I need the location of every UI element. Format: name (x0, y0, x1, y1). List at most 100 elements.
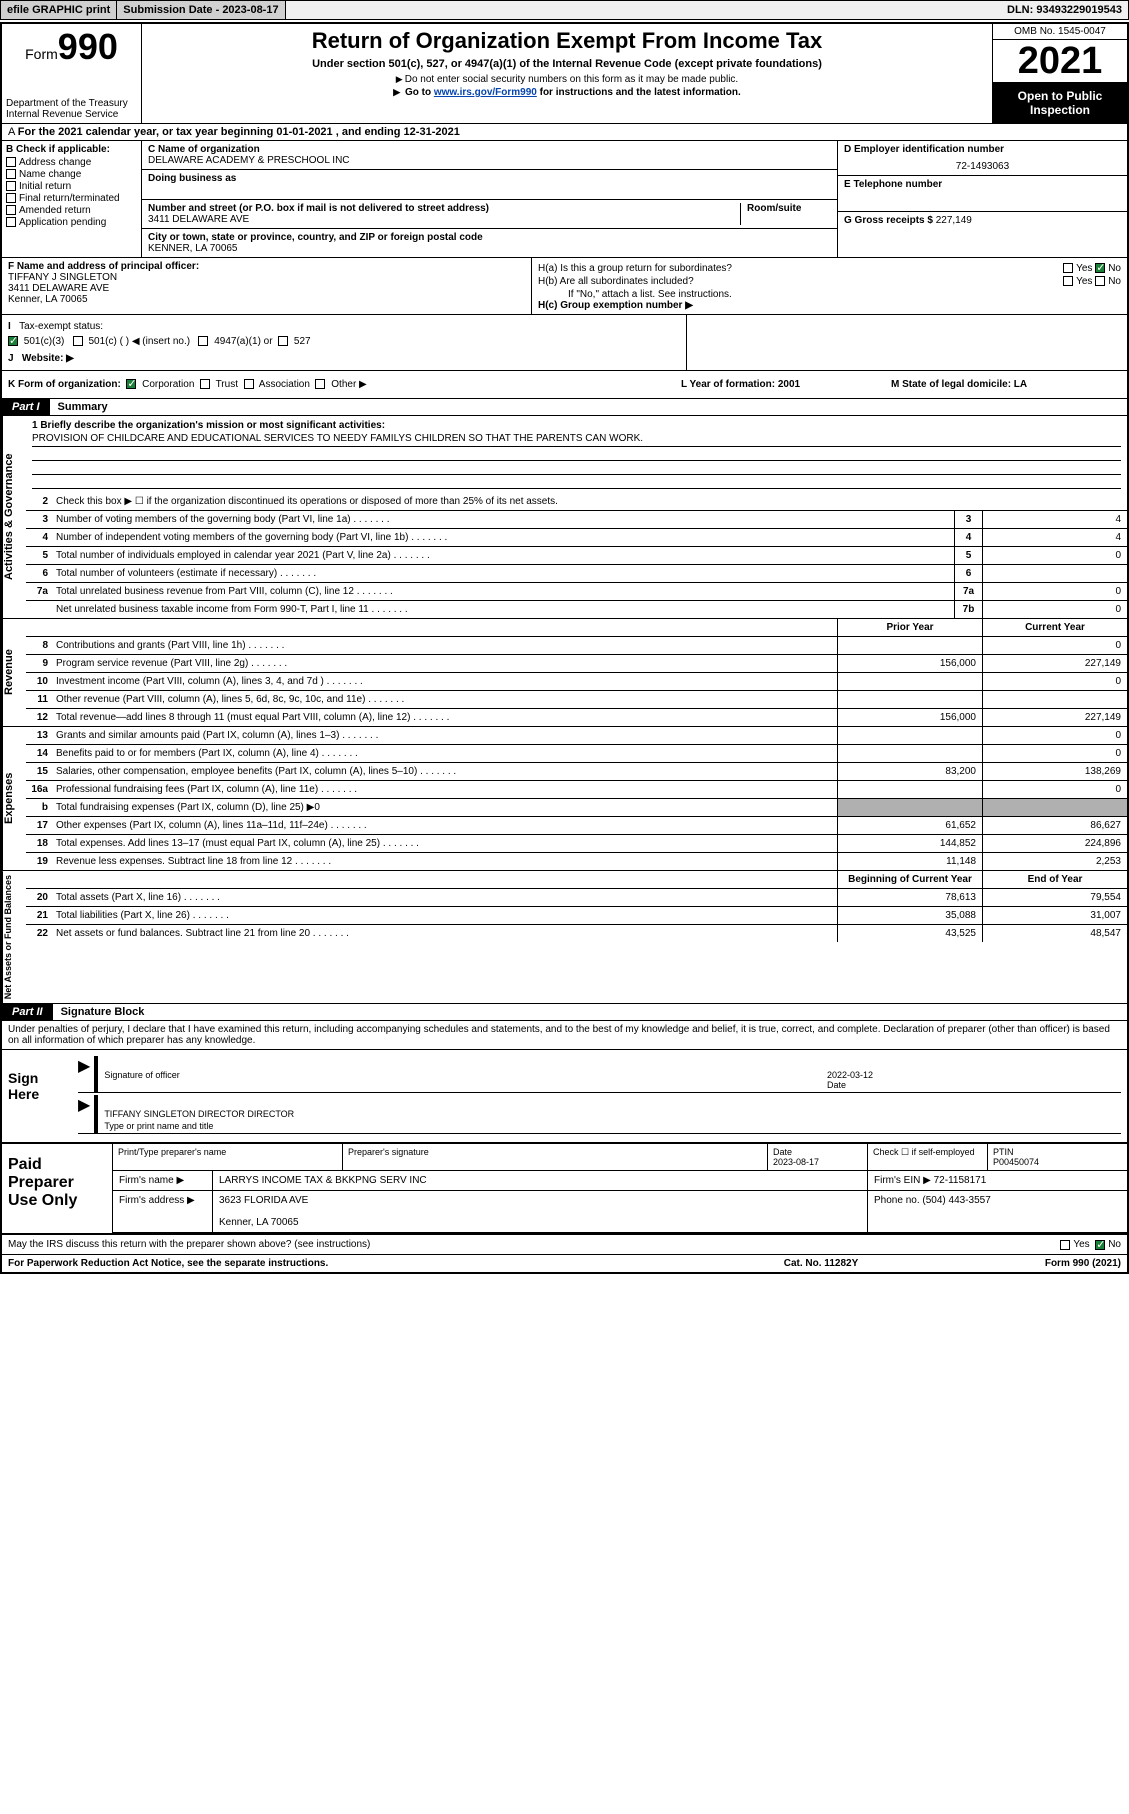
chk-initial[interactable]: Initial return (6, 181, 137, 192)
addr: 3411 DELAWARE AVE (148, 214, 734, 225)
paperwork-notice: For Paperwork Reduction Act Notice, see … (8, 1258, 721, 1269)
efile-button[interactable]: efile GRAPHIC print (1, 1, 117, 19)
row-i-left: I Tax-exempt status: 501(c)(3) 501(c) ( … (2, 315, 687, 370)
chk-amended[interactable]: Amended return (6, 205, 137, 216)
prep-title: Paid Preparer Use Only (2, 1144, 112, 1233)
part2-tag: Part II (2, 1004, 53, 1020)
part1-header: Part I Summary (2, 399, 1127, 416)
prep-h5: PTINP00450074 (987, 1144, 1127, 1171)
data-line: 13Grants and similar amounts paid (Part … (26, 727, 1127, 745)
opt-501c: 501(c) ( ) ◀ (insert no.) (88, 336, 190, 347)
chk-assoc[interactable] (244, 379, 254, 389)
note2-pre: Go to (405, 87, 434, 98)
sig-name-box: TIFFANY SINGLETON DIRECTOR DIRECTOR Type… (94, 1095, 1121, 1133)
sig-name: TIFFANY SINGLETON DIRECTOR DIRECTOR (104, 1109, 1115, 1121)
dept: Department of the Treasury (6, 98, 137, 109)
note2-post: for instructions and the latest informat… (537, 87, 741, 98)
header-right: OMB No. 1545-0047 2021 Open to Public In… (992, 24, 1127, 123)
opt-trust: Trust (216, 379, 238, 390)
ein-cell: D Employer identification number 72-1493… (838, 141, 1127, 176)
chk-4947[interactable] (198, 336, 208, 346)
row-i: I Tax-exempt status: 501(c)(3) 501(c) ( … (2, 315, 1127, 371)
chk-address[interactable]: Address change (6, 157, 137, 168)
part2-header: Part II Signature Block (2, 1004, 1127, 1021)
may-answer: Yes No (1060, 1239, 1121, 1250)
chk-name[interactable]: Name change (6, 169, 137, 180)
chk-501c3[interactable] (8, 336, 18, 346)
ein-lbl: D Employer identification number (844, 144, 1121, 155)
row-k-left: K Form of organization: Corporation Trus… (8, 379, 681, 390)
may-yes: Yes (1073, 1239, 1089, 1250)
exp-tab: Expenses (2, 727, 26, 870)
firm-addr1: 3623 FLORIDA AVE (219, 1195, 308, 1206)
part1-tag: Part I (2, 399, 50, 415)
gov-tab: Activities & Governance (2, 416, 26, 618)
form-990: Form990 Department of the Treasury Inter… (0, 22, 1129, 1274)
title: Return of Organization Exempt From Incom… (150, 28, 984, 54)
tax-year: 2021 (993, 40, 1127, 83)
current-hdr: Current Year (982, 619, 1127, 636)
gross-cell: G Gross receipts $ 227,149 (838, 212, 1127, 242)
gross-lbl: G Gross receipts $ (844, 215, 933, 226)
gov-line: 6Total number of volunteers (estimate if… (26, 565, 1127, 583)
col-b: B Check if applicable: Address change Na… (2, 141, 142, 257)
data-line: 18Total expenses. Add lines 13–17 (must … (26, 835, 1127, 853)
chk-pending[interactable]: Application pending (6, 217, 137, 228)
data-line: 10Investment income (Part VIII, column (… (26, 673, 1127, 691)
hb-answer: Yes No (1063, 276, 1121, 287)
gov-section: Activities & Governance 1 Briefly descri… (2, 416, 1127, 619)
irs: Internal Revenue Service (6, 109, 137, 120)
sig-arrow-icon: ▶ (78, 1056, 90, 1092)
officer-name: TIFFANY J SINGLETON (8, 272, 525, 283)
exp-content: 13Grants and similar amounts paid (Part … (26, 727, 1127, 870)
header-left: Form990 Department of the Treasury Inter… (2, 24, 142, 123)
firm-ein: Firm's EIN ▶ 72-1158171 (867, 1171, 1127, 1191)
chk-trust[interactable] (200, 379, 210, 389)
officer-right: H(a) Is this a group return for subordin… (532, 258, 1127, 314)
gov-line: 2Check this box ▶ ☐ if the organization … (26, 493, 1127, 511)
chk-final[interactable]: Final return/terminated (6, 193, 137, 204)
form-number: Form990 (6, 26, 137, 68)
phone-val: (504) 443-3557 (922, 1195, 990, 1206)
hb-lbl: H(b) Are all subordinates included? (538, 276, 694, 287)
gov-line: 7aTotal unrelated business revenue from … (26, 583, 1127, 601)
col-c: C Name of organization DELAWARE ACADEMY … (142, 141, 837, 257)
sig-arrow-icon: ▶ (78, 1095, 90, 1133)
opt-501c3: 501(c)(3) (24, 336, 65, 347)
hc-lbl: H(c) Group exemption number ▶ (538, 300, 1121, 311)
dln: DLN: 93493229019543 (1001, 1, 1128, 19)
irs-link[interactable]: www.irs.gov/Form990 (434, 87, 537, 98)
opt-4947: 4947(a)(1) or (214, 336, 272, 347)
prep-h2: Preparer's signature (342, 1144, 767, 1171)
prep-h3: Date2023-08-17 (767, 1144, 867, 1171)
chk-527[interactable] (278, 336, 288, 346)
prep-h3-lbl: Date (773, 1147, 792, 1157)
data-line: 12Total revenue—add lines 8 through 11 (… (26, 709, 1127, 726)
sig-date-lbl: Date (827, 1080, 846, 1090)
chk-other[interactable] (315, 379, 325, 389)
firm-row: Firm's name ▶ LARRYS INCOME TAX & BKKPNG… (112, 1171, 1127, 1191)
part2-title: Signature Block (53, 1004, 153, 1020)
open-inspection: Open to Public Inspection (993, 83, 1127, 123)
gov-line: 4Number of independent voting members of… (26, 529, 1127, 547)
col-deg: D Employer identification number 72-1493… (837, 141, 1127, 257)
rev-hdr: Prior Year Current Year (26, 619, 1127, 637)
gov-line: Net unrelated business taxable income fr… (26, 601, 1127, 618)
officer-row: F Name and address of principal officer:… (2, 258, 1127, 315)
ha-row: H(a) Is this a group return for subordin… (538, 263, 1121, 274)
row-a: A For the 2021 calendar year, or tax yea… (2, 124, 1127, 141)
phone-lbl: E Telephone number (844, 179, 1121, 190)
data-line: 20Total assets (Part X, line 16)78,61379… (26, 889, 1127, 907)
col-b-label: B Check if applicable: (6, 144, 137, 155)
chk-501c[interactable] (73, 336, 83, 346)
firm-addr-row: Firm's address ▶ 3623 FLORIDA AVEKenner,… (112, 1191, 1127, 1233)
firm-addr2: Kenner, LA 70065 (219, 1217, 299, 1228)
preparer-section: Paid Preparer Use Only Print/Type prepar… (2, 1144, 1127, 1235)
submission-date[interactable]: Submission Date - 2023-08-17 (117, 1, 285, 19)
org-name: DELAWARE ACADEMY & PRESCHOOL INC (148, 155, 831, 166)
chk-corp[interactable] (126, 379, 136, 389)
may-q: May the IRS discuss this return with the… (8, 1239, 1060, 1250)
data-line: 19Revenue less expenses. Subtract line 1… (26, 853, 1127, 870)
top-bar: efile GRAPHIC print Submission Date - 20… (0, 0, 1129, 20)
prep-h1: Print/Type preparer's name (112, 1144, 342, 1171)
